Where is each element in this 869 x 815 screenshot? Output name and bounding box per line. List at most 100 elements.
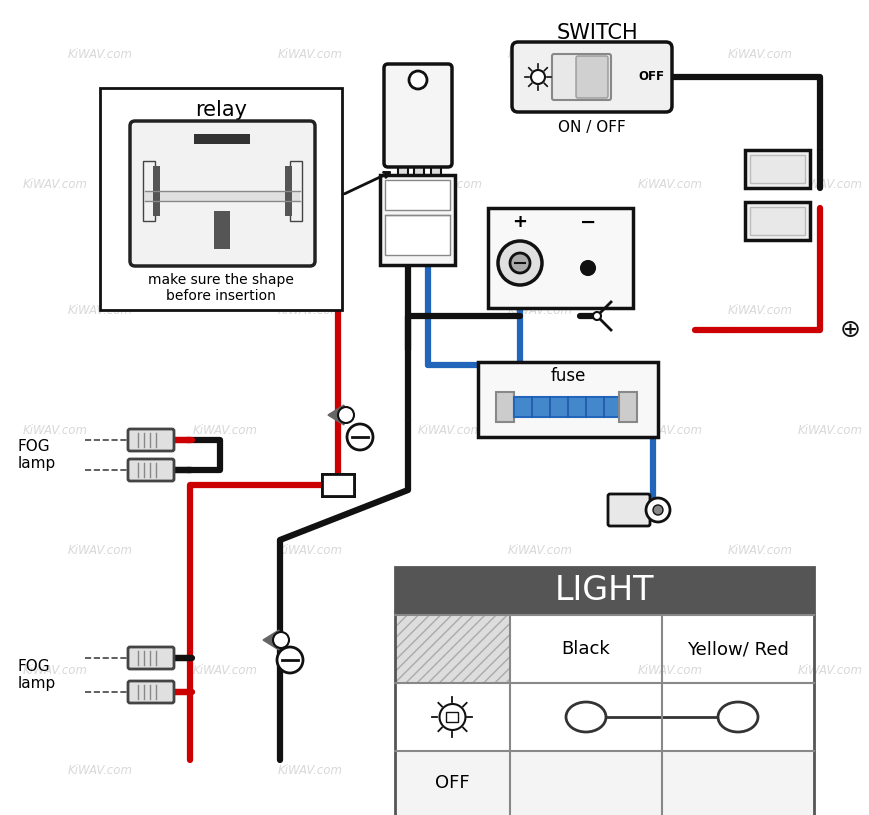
Bar: [380, 175, 454, 265]
Text: KiWAV.com: KiWAV.com: [417, 178, 482, 192]
Ellipse shape: [717, 702, 757, 732]
Circle shape: [408, 71, 427, 89]
Text: KiWAV.com: KiWAV.com: [726, 49, 792, 61]
Ellipse shape: [566, 702, 606, 732]
FancyBboxPatch shape: [607, 494, 649, 526]
Text: KiWAV.com: KiWAV.com: [192, 178, 257, 192]
Text: +: +: [512, 213, 527, 231]
Text: KiWAV.com: KiWAV.com: [23, 424, 88, 437]
Bar: [446, 712, 458, 722]
Text: KiWAV.com: KiWAV.com: [23, 663, 88, 676]
FancyBboxPatch shape: [128, 681, 174, 703]
Circle shape: [439, 704, 465, 730]
Polygon shape: [328, 405, 343, 425]
Text: KiWAV.com: KiWAV.com: [277, 764, 342, 777]
Text: ⊕: ⊕: [839, 318, 859, 342]
Text: KiWAV.com: KiWAV.com: [68, 303, 132, 316]
FancyBboxPatch shape: [512, 42, 671, 112]
Text: KiWAV.com: KiWAV.com: [507, 544, 572, 557]
Text: KiWAV.com: KiWAV.com: [797, 663, 861, 676]
Text: KiWAV.com: KiWAV.com: [726, 544, 792, 557]
Text: relay: relay: [195, 100, 247, 120]
Bar: [514, 397, 618, 417]
Circle shape: [580, 261, 594, 275]
Text: ON / OFF: ON / OFF: [558, 120, 625, 135]
FancyBboxPatch shape: [383, 64, 452, 167]
Text: make sure the shape
before insertion: make sure the shape before insertion: [148, 273, 294, 303]
Circle shape: [530, 70, 544, 84]
Text: FOG
lamp: FOG lamp: [18, 438, 56, 471]
FancyBboxPatch shape: [551, 54, 610, 100]
Bar: [289, 161, 302, 221]
Bar: [749, 155, 804, 183]
Circle shape: [653, 505, 662, 515]
Circle shape: [509, 253, 529, 273]
Bar: [145, 191, 300, 201]
Text: KiWAV.com: KiWAV.com: [726, 764, 792, 777]
Text: OFF: OFF: [637, 71, 663, 83]
Bar: [744, 150, 809, 188]
Text: fuse: fuse: [550, 367, 585, 385]
Circle shape: [497, 241, 541, 285]
Text: KiWAV.com: KiWAV.com: [277, 544, 342, 557]
FancyBboxPatch shape: [128, 459, 174, 481]
Text: SWITCH: SWITCH: [555, 23, 637, 43]
Text: KiWAV.com: KiWAV.com: [417, 663, 482, 676]
Circle shape: [593, 312, 600, 320]
Text: KiWAV.com: KiWAV.com: [68, 49, 132, 61]
Text: Black: Black: [561, 640, 610, 658]
FancyBboxPatch shape: [129, 121, 315, 266]
Bar: [430, 158, 441, 176]
Text: KiWAV.com: KiWAV.com: [507, 764, 572, 777]
Bar: [397, 158, 408, 176]
FancyBboxPatch shape: [128, 647, 174, 669]
Text: KiWAV.com: KiWAV.com: [277, 303, 342, 316]
Circle shape: [276, 647, 302, 673]
Bar: [477, 362, 657, 437]
Bar: [749, 207, 804, 235]
Bar: [322, 474, 354, 496]
Text: OFF: OFF: [434, 774, 469, 792]
Bar: [414, 158, 423, 176]
Text: KiWAV.com: KiWAV.com: [797, 178, 861, 192]
Text: KiWAV.com: KiWAV.com: [637, 424, 701, 437]
Bar: [143, 161, 155, 221]
Bar: [322, 474, 354, 496]
Bar: [395, 615, 509, 683]
FancyBboxPatch shape: [575, 56, 607, 98]
Bar: [100, 88, 342, 310]
Bar: [618, 392, 636, 422]
Text: FOG
lamp: FOG lamp: [18, 659, 56, 691]
Text: KiWAV.com: KiWAV.com: [507, 303, 572, 316]
Bar: [195, 134, 250, 144]
Bar: [488, 208, 633, 308]
Text: KiWAV.com: KiWAV.com: [507, 49, 572, 61]
Text: LIGHT: LIGHT: [554, 575, 653, 607]
Bar: [285, 166, 292, 216]
Circle shape: [338, 407, 354, 423]
Text: KiWAV.com: KiWAV.com: [192, 663, 257, 676]
Text: KiWAV.com: KiWAV.com: [637, 663, 701, 676]
Text: Yellow/ Red: Yellow/ Red: [687, 640, 788, 658]
Text: KiWAV.com: KiWAV.com: [797, 424, 861, 437]
Bar: [395, 567, 813, 815]
Text: −: −: [579, 213, 595, 231]
Bar: [395, 567, 813, 615]
FancyBboxPatch shape: [128, 429, 174, 451]
Bar: [153, 166, 160, 216]
Text: KiWAV.com: KiWAV.com: [417, 424, 482, 437]
Bar: [395, 751, 813, 815]
Text: KiWAV.com: KiWAV.com: [68, 764, 132, 777]
Text: KiWAV.com: KiWAV.com: [277, 49, 342, 61]
Bar: [385, 215, 449, 255]
Bar: [215, 211, 230, 249]
Text: KiWAV.com: KiWAV.com: [726, 303, 792, 316]
Text: KiWAV.com: KiWAV.com: [68, 544, 132, 557]
Text: KiWAV.com: KiWAV.com: [637, 178, 701, 192]
Polygon shape: [262, 630, 279, 650]
Circle shape: [646, 498, 669, 522]
Bar: [495, 392, 514, 422]
Bar: [385, 180, 449, 210]
Bar: [744, 202, 809, 240]
Text: KiWAV.com: KiWAV.com: [192, 424, 257, 437]
